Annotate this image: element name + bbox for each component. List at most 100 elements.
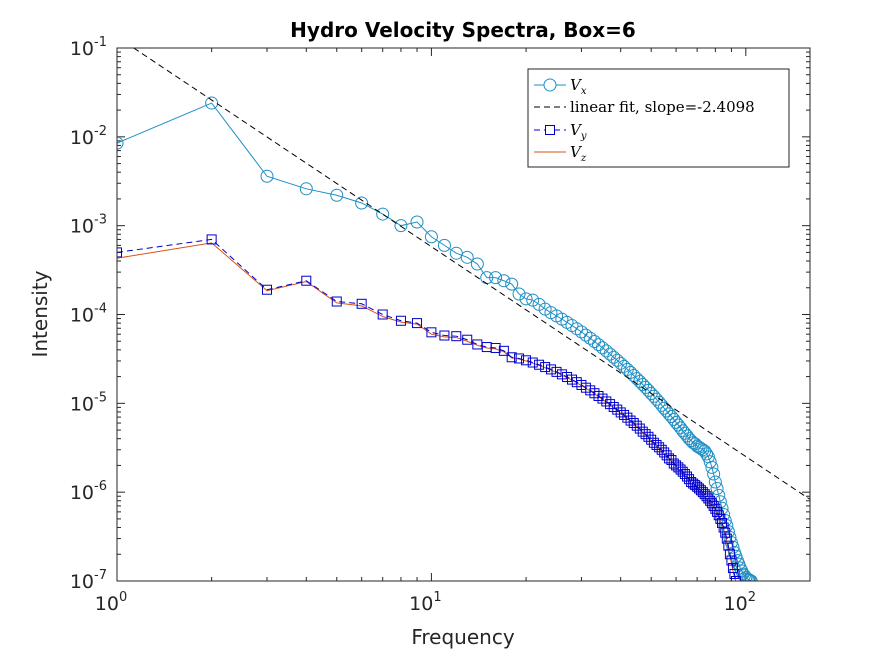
vy-point (412, 318, 423, 329)
x-tick-label: 101 (409, 590, 441, 615)
legend-box (527, 68, 790, 168)
vx-point (574, 325, 588, 339)
vx-point (703, 455, 717, 469)
vx-point (410, 215, 424, 229)
vy-point (727, 563, 738, 574)
vy-point (514, 353, 525, 364)
plot-frame (116, 47, 811, 582)
vy-point (695, 485, 706, 496)
y-tick-label: 10-5 (70, 390, 107, 415)
vx-point (710, 481, 724, 495)
vx-point (497, 274, 511, 288)
vx-point (376, 207, 390, 221)
vx-point (205, 96, 219, 110)
vx-point (299, 182, 313, 196)
vy-point (706, 498, 717, 509)
legend-entry-vz: Vz (570, 143, 587, 164)
vy-point (720, 527, 731, 538)
legend-entry-vx: Vx (570, 76, 587, 97)
vx-point (708, 475, 722, 489)
vx-point (587, 334, 601, 348)
vy-point (713, 510, 724, 521)
vy-point (646, 434, 657, 445)
x-tick-label: 100 (95, 590, 127, 615)
vy-point (506, 352, 517, 363)
vy-point (498, 345, 509, 356)
vy-point (643, 431, 654, 442)
vy-point (462, 334, 473, 345)
vy-point (640, 429, 651, 440)
axis-ticks (116, 47, 810, 582)
vy-point (654, 442, 665, 453)
vx-point (739, 570, 753, 581)
vx-point (117, 136, 124, 150)
vx-point (505, 277, 519, 291)
vx-point (437, 238, 451, 252)
vy-point (356, 298, 367, 309)
y-tick-label: 10-2 (70, 124, 107, 149)
vy-point (556, 369, 567, 380)
vy-point (622, 412, 633, 423)
vx-point (592, 338, 606, 352)
vy-point (601, 396, 612, 407)
vx-point (583, 331, 597, 345)
vy-point (637, 426, 648, 437)
vy-point (534, 359, 545, 370)
vx-point (489, 271, 503, 285)
vx-point (470, 257, 484, 271)
vy-point (692, 481, 703, 492)
vx-point (595, 341, 609, 355)
vx-point (579, 328, 593, 342)
vy-point (545, 364, 556, 375)
legend-entry-vy: Vy (570, 121, 587, 142)
vx-point (744, 574, 758, 581)
vy-point (619, 409, 630, 420)
vy-point (451, 331, 462, 342)
vy-point (206, 234, 217, 245)
vy-point (301, 275, 312, 286)
vy-point (377, 309, 388, 320)
chart-title: Hydro Velocity Spectra, Box=6 (290, 18, 636, 42)
vx-point (740, 572, 754, 581)
vy-point (551, 366, 562, 377)
y-tick-label: 10-3 (70, 213, 107, 238)
series-layer (117, 48, 810, 581)
vy-point (724, 549, 735, 560)
vx-point (743, 573, 757, 581)
y-axis-label: Intensity (28, 270, 52, 357)
y-tick-label: 10-6 (70, 479, 107, 504)
vy-point (490, 342, 501, 353)
vy-point (593, 390, 604, 401)
vy-point (628, 418, 639, 429)
axis-tick-labels: 100 101 102 10-7 10-6 10-5 10-4 10-3 10-2 10-1 (70, 35, 756, 615)
y-tick-label: 10-4 (70, 302, 107, 327)
vy-point (718, 522, 729, 533)
vx-point (460, 250, 474, 264)
vy-point (521, 355, 532, 366)
vy-point (726, 555, 737, 566)
vy-point (608, 401, 619, 412)
vx-point (700, 447, 714, 461)
vx-point (519, 292, 533, 306)
fit-line (133, 48, 810, 500)
vy-point (708, 500, 719, 511)
vy-point (625, 415, 636, 426)
vy-point (395, 315, 406, 326)
vx-point (330, 188, 344, 202)
y-tick-label: 10-7 (70, 568, 107, 593)
vy-point (690, 480, 701, 491)
vy-point (721, 533, 732, 544)
vx-point (707, 467, 721, 481)
vx-point (512, 287, 526, 301)
vy-point (439, 330, 450, 341)
vy-point (694, 483, 705, 494)
legend-entry-fit: linear fit, slope=-2.4098 (570, 98, 755, 116)
vx-point (526, 293, 540, 307)
vy-point (262, 284, 273, 295)
vy-point (597, 393, 608, 404)
vx-point (676, 424, 690, 438)
vy-point (705, 495, 716, 506)
vy-point (540, 362, 551, 373)
legend-swatch-marker (543, 78, 557, 92)
